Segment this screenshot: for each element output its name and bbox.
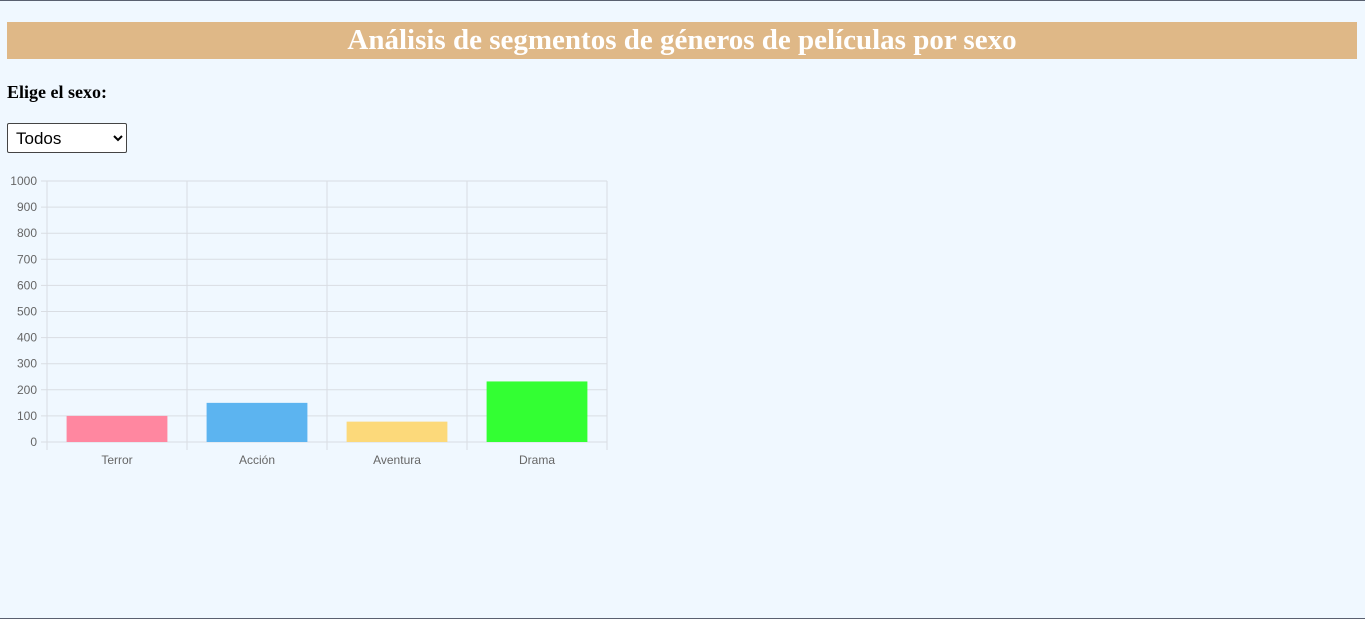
y-tick-label: 600: [17, 278, 37, 292]
chart-grid: [41, 180, 608, 450]
y-tick-label: 1000: [10, 174, 37, 188]
x-tick-label: Aventura: [373, 453, 421, 467]
y-tick-label: 700: [17, 252, 37, 266]
y-axis-ticks: 0 100 200 300 400 500 600 700 800 900 1000: [10, 174, 37, 449]
bar-aventura: [346, 421, 448, 442]
sex-select[interactable]: Todos: [7, 123, 127, 153]
page-title: Análisis de segmentos de géneros de pelí…: [7, 22, 1357, 59]
y-tick-label: 800: [17, 226, 37, 240]
bar-acción: [206, 402, 308, 442]
x-tick-label: Drama: [519, 453, 555, 467]
chart-bars: [66, 381, 588, 442]
y-tick-label: 100: [17, 409, 37, 423]
genre-bar-chart: 0 100 200 300 400 500 600 700 800 900 1000 Terror A…: [0, 171, 620, 471]
bar-drama: [486, 381, 588, 442]
y-tick-label: 0: [30, 435, 37, 449]
y-tick-label: 200: [17, 383, 37, 397]
x-tick-label: Acción: [239, 453, 275, 467]
x-axis-ticks: Terror Acción Aventura Drama: [101, 453, 555, 467]
y-tick-label: 900: [17, 200, 37, 214]
sex-select-label: Elige el sexo:: [7, 82, 107, 102]
y-tick-label: 400: [17, 331, 37, 345]
y-tick-label: 500: [17, 305, 37, 319]
bar-terror: [66, 415, 168, 442]
x-tick-label: Terror: [101, 453, 132, 467]
y-tick-label: 300: [17, 357, 37, 371]
chart-canvas: 0 100 200 300 400 500 600 700 800 900 1000 Terror A…: [10, 174, 608, 467]
